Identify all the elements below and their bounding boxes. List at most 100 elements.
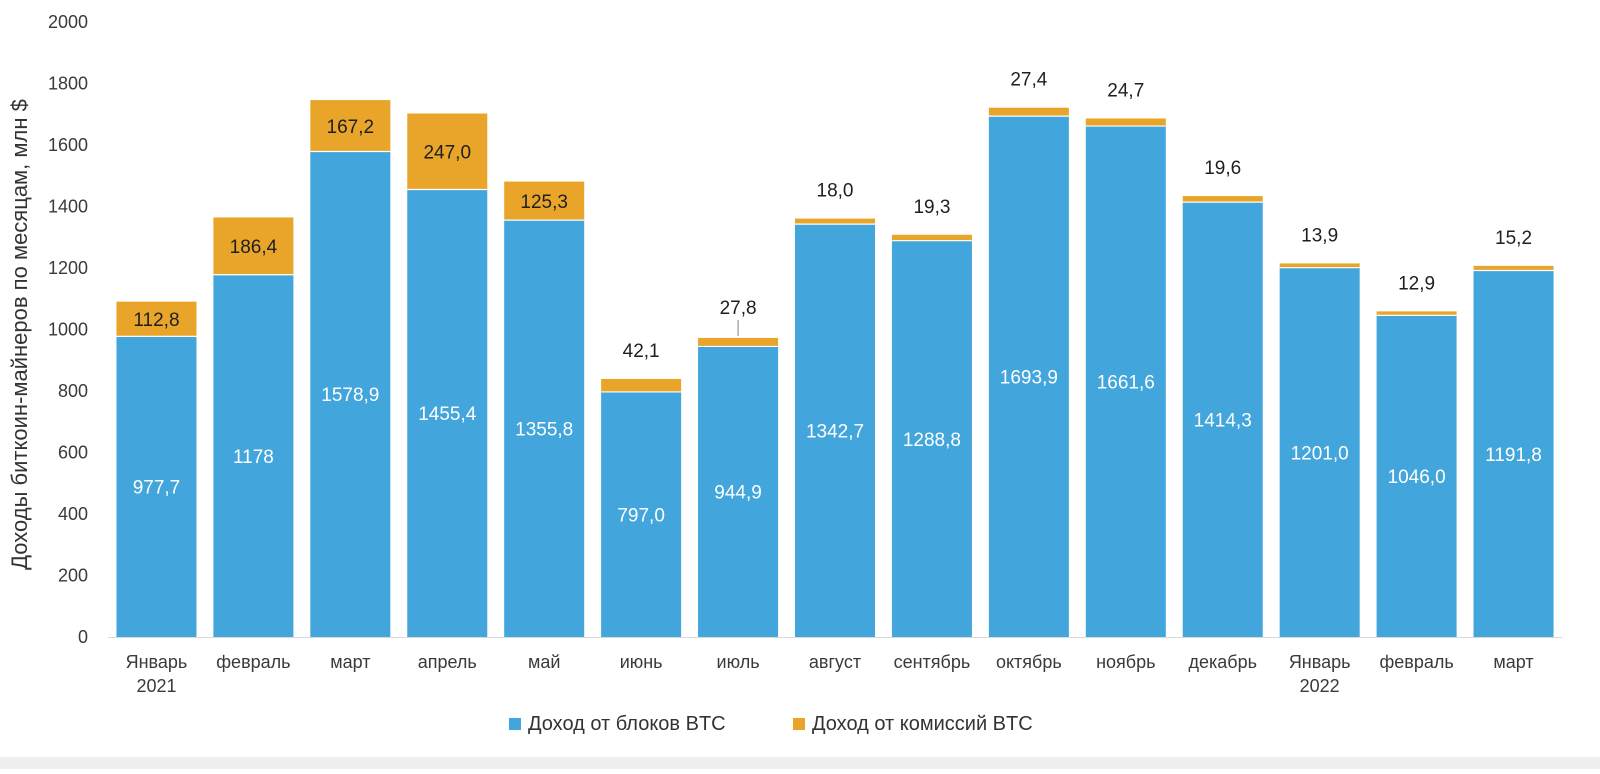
x-category-label: ноябрь: [1096, 652, 1155, 672]
data-labels: 977,7 112,8 1178 186,4 1578,9 167,2 1455,4 247,…: [133, 70, 1542, 527]
bar-blocks-revenue: [1182, 202, 1263, 637]
bar-blocks-revenue: [213, 274, 294, 637]
x-category-label: октябрь: [996, 652, 1062, 672]
data-label-fees: 42,1: [623, 341, 660, 362]
bar-fee-revenue: [116, 301, 197, 337]
bar-fee-revenue: [1182, 196, 1263, 203]
y-tick-label: 1000: [48, 320, 88, 340]
x-category-label: август: [809, 652, 861, 672]
data-label-fees: 24,7: [1107, 80, 1144, 101]
data-label-blocks: 1201,0: [1291, 443, 1349, 464]
bar-blocks-revenue: [310, 151, 391, 637]
bar-fee-revenue: [1085, 118, 1166, 127]
x-category-label: 2022: [1300, 676, 1340, 696]
bar-fee-revenue: [504, 181, 585, 221]
bar-fee-revenue: [891, 234, 972, 241]
data-label-blocks: 1288,8: [903, 430, 961, 451]
bar-blocks-revenue: [504, 220, 585, 638]
data-label-fees: 12,9: [1398, 273, 1435, 294]
data-label-fees: 27,4: [1010, 70, 1047, 91]
data-label-blocks: 1661,6: [1097, 373, 1155, 394]
y-tick-label: 400: [58, 504, 88, 524]
bar-blocks-revenue: [1376, 315, 1457, 637]
data-label-fees: 19,6: [1204, 158, 1241, 179]
x-category-label: март: [330, 652, 370, 672]
x-category-label: 2021: [136, 676, 176, 696]
data-label-fees: 27,8: [720, 298, 757, 319]
data-label-blocks: 1693,9: [1000, 368, 1058, 389]
bottom-divider: [0, 757, 1600, 769]
data-label-blocks: 797,0: [617, 505, 665, 526]
data-label-blocks: 1578,9: [321, 385, 379, 406]
data-label-blocks: 1342,7: [806, 422, 864, 443]
bars: [116, 100, 1554, 638]
data-label-blocks: 1178: [233, 447, 274, 468]
bar-blocks-revenue: [891, 240, 972, 637]
data-label-blocks: 1455,4: [418, 404, 477, 425]
y-tick-label: 1800: [48, 74, 88, 94]
y-axis-title: Доходы биткоин-майнеров по месяцам, млн …: [7, 99, 32, 570]
x-category-label: май: [528, 652, 560, 672]
x-category-label: сентябрь: [894, 652, 971, 672]
bar-fee-revenue: [1279, 263, 1360, 268]
legend-swatch: [793, 718, 805, 730]
data-label-blocks: 1414,3: [1194, 411, 1252, 432]
bar-blocks-revenue: [988, 116, 1069, 638]
data-label-blocks: 977,7: [133, 478, 181, 499]
x-category-label: декабрь: [1188, 652, 1257, 672]
bar-fee-revenue: [213, 217, 294, 275]
y-tick-label: 2000: [48, 12, 88, 32]
y-tick-label: 200: [58, 566, 88, 586]
legend-label: Доход от блоков BTC: [528, 713, 726, 735]
x-category-label: Январь: [126, 652, 188, 672]
data-label-fees: 13,9: [1301, 225, 1338, 246]
data-label-blocks: 1046,0: [1388, 467, 1446, 488]
data-label-blocks: 1191,8: [1485, 445, 1542, 466]
bar-blocks-revenue: [1085, 126, 1166, 638]
bar-blocks-revenue: [116, 336, 197, 637]
data-label-fees: 125,3: [520, 192, 568, 213]
x-category-label: Январь: [1289, 652, 1351, 672]
x-category-label: март: [1493, 652, 1533, 672]
bar-fee-revenue: [795, 218, 875, 225]
bar-fee-revenue: [1473, 265, 1554, 271]
bar-blocks-revenue: [601, 391, 682, 637]
y-tick-label: 600: [58, 443, 88, 463]
x-category-label: апрель: [418, 652, 477, 672]
data-label-fees: 19,3: [913, 197, 950, 218]
bar-blocks-revenue: [1279, 267, 1360, 637]
axes: 0 200 400 600 800 1000 1200 1400 1600 1800 2000 Дох…: [7, 12, 1562, 696]
data-label-fees: 167,2: [327, 117, 375, 138]
y-tick-label: 1200: [48, 258, 88, 278]
bar-blocks-revenue: [698, 346, 779, 637]
data-label-fees: 15,2: [1495, 228, 1532, 249]
legend-swatch: [509, 718, 521, 730]
bar-fee-revenue: [310, 100, 391, 152]
x-category-label: февраль: [1379, 652, 1453, 672]
y-tick-label: 800: [58, 381, 88, 401]
data-label-fees: 247,0: [423, 142, 471, 163]
x-category-label: февраль: [216, 652, 290, 672]
bar-fee-revenue: [698, 337, 779, 347]
bar-blocks-revenue: [407, 189, 488, 638]
y-tick-label: 1400: [48, 197, 88, 217]
y-tick-label: 0: [78, 627, 88, 647]
data-label-fees: 186,4: [230, 237, 278, 258]
data-label-blocks: 944,9: [714, 483, 762, 504]
legend: Доход от блоков BTC Доход от комиссий BTC: [509, 713, 1033, 735]
bar-blocks-revenue: [795, 224, 875, 637]
bar-fee-revenue: [988, 107, 1069, 117]
data-label-fees: 112,8: [133, 310, 179, 331]
bar-blocks-revenue: [1473, 270, 1554, 637]
bar-fee-revenue: [407, 113, 488, 190]
data-label-blocks: 1355,8: [515, 420, 573, 441]
data-label-fees: 18,0: [817, 181, 854, 202]
x-category-label: июнь: [620, 652, 663, 672]
bar-fee-revenue: [601, 378, 682, 392]
y-tick-label: 1600: [48, 135, 88, 155]
bar-fee-revenue: [1376, 311, 1457, 316]
legend-label: Доход от комиссий BTC: [812, 713, 1033, 735]
x-category-label: июль: [717, 652, 760, 672]
